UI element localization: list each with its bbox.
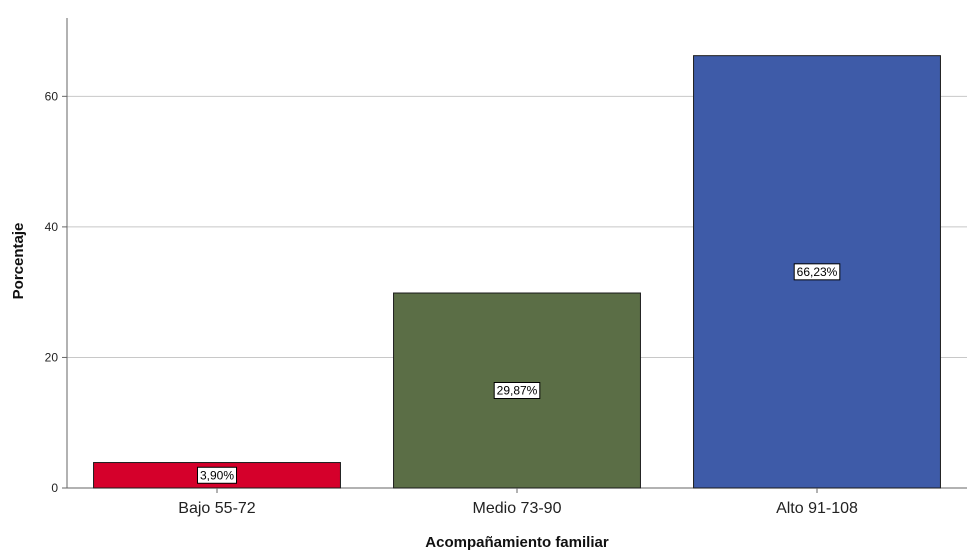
data-label: 3,90% [200, 468, 234, 482]
x-tick-label: Medio 73-90 [473, 500, 562, 517]
data-label-box [493, 382, 541, 400]
x-tick-label: Bajo 55-72 [178, 500, 255, 517]
y-tick-label: 60 [45, 89, 59, 103]
y-tick-label: 40 [45, 220, 59, 234]
y-tick-label: 20 [45, 350, 59, 364]
y-axis-ticks: 0 20 40 60 [45, 89, 67, 495]
x-axis-category-labels: Bajo 55-72 Medio 73-90 Alto 91-108 [178, 488, 858, 517]
data-label: 66,23% [797, 265, 838, 279]
bars: 3,90% 29,87% 66,23% [93, 55, 941, 489]
y-axis-title: Porcentaje [10, 223, 27, 300]
x-tick-label: Alto 91-108 [776, 500, 858, 517]
y-tick-label: 0 [51, 481, 58, 495]
data-label-box [197, 466, 237, 484]
data-label: 29,87% [497, 384, 538, 398]
data-label-box [793, 263, 841, 281]
x-axis-title: Acompañamiento familiar [425, 534, 609, 551]
